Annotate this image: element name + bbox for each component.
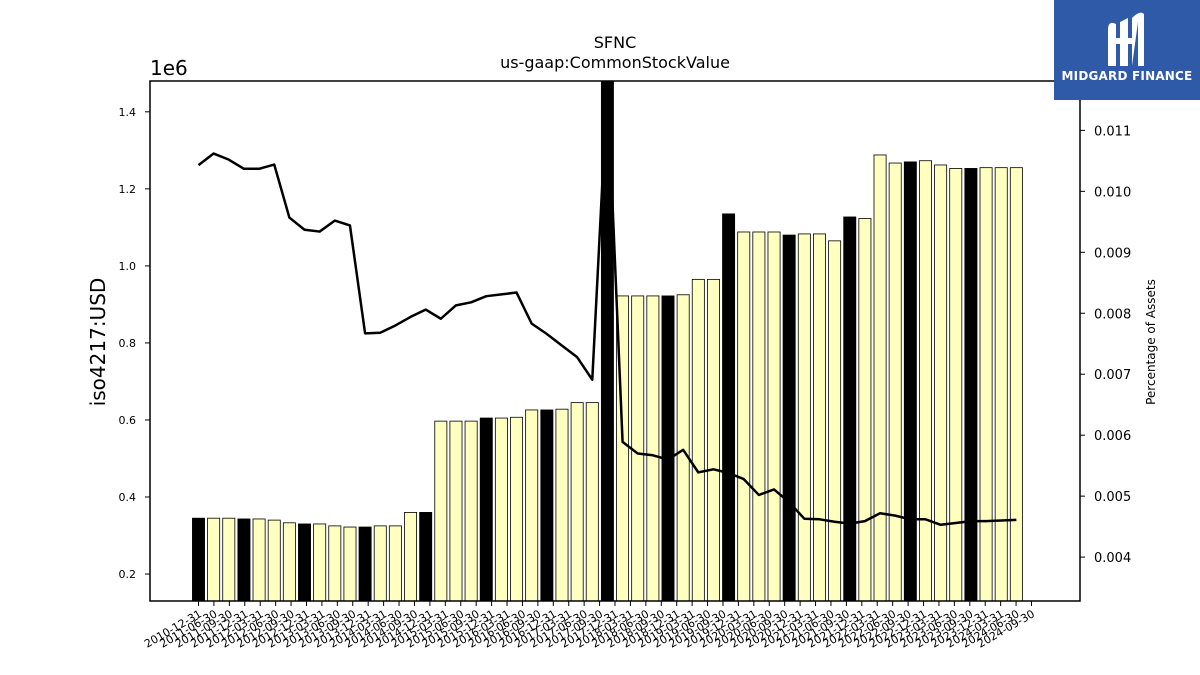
bar — [949, 168, 963, 602]
bar — [404, 512, 418, 602]
y2-axis: 0.004 0.005 0.006 0.007 0.008 0.009 0.010 0.011 — [1080, 124, 1131, 566]
y2-tick-label: 0.006 — [1094, 429, 1131, 444]
bar — [540, 409, 554, 602]
bar — [737, 231, 751, 602]
bar — [858, 218, 872, 602]
bar — [676, 294, 690, 602]
bar — [934, 164, 948, 602]
bar — [843, 216, 857, 602]
y-axis-label: iso4217:USD — [86, 278, 110, 407]
bar — [979, 167, 993, 602]
y2-axis-label: Percentage of Assets — [1144, 279, 1158, 405]
y-tick-label: 0.4 — [119, 491, 137, 504]
y-tick-label: 0.6 — [119, 414, 137, 427]
bar — [298, 523, 311, 602]
bar — [903, 161, 917, 602]
bar — [767, 231, 781, 602]
bar — [419, 512, 433, 602]
bar — [207, 517, 221, 602]
chart-title: SFNC — [594, 33, 637, 52]
bar — [222, 517, 236, 602]
y-tick-label: 0.8 — [119, 337, 137, 350]
line-group — [197, 82, 1017, 527]
bar — [555, 408, 569, 602]
y2-tick-label: 0.007 — [1094, 368, 1131, 383]
y2-tick-label: 0.010 — [1094, 185, 1131, 200]
y2-tick-label: 0.009 — [1094, 246, 1131, 261]
logo-text: MIDGARD FINANCE — [1061, 69, 1193, 83]
bar — [828, 240, 842, 602]
bar — [237, 518, 251, 602]
bar — [1009, 167, 1023, 602]
bar — [252, 518, 266, 602]
bar — [661, 295, 675, 602]
midgard-logo-icon — [1108, 12, 1144, 67]
x-axis: 2010-12-312011-06-302011-09-302011-12-31… — [142, 601, 1037, 651]
y2-tick-label: 0.005 — [1094, 490, 1131, 505]
bar — [343, 526, 357, 602]
bar — [358, 526, 372, 602]
bar — [388, 525, 402, 602]
y2-tick-label: 0.008 — [1094, 307, 1131, 322]
bar — [813, 233, 826, 602]
y-tick-label: 0.2 — [119, 568, 137, 581]
bar — [919, 160, 932, 602]
bar — [888, 162, 902, 602]
bar-group — [192, 80, 1023, 602]
bar — [706, 278, 720, 602]
bar — [994, 167, 1008, 602]
brand-logo: MIDGARD FINANCE — [1054, 0, 1200, 100]
bar — [464, 420, 478, 602]
y-tick-label: 1.4 — [119, 106, 137, 119]
bar — [328, 525, 342, 602]
chart-subtitle: us-gaap:CommonStockValue — [500, 53, 730, 72]
bar — [494, 417, 508, 602]
y2-tick-label: 0.004 — [1094, 551, 1131, 566]
bar — [525, 409, 539, 602]
bar — [373, 525, 387, 602]
series-line — [197, 82, 1017, 527]
bar — [282, 522, 296, 602]
bar — [646, 295, 660, 602]
bar — [192, 517, 205, 602]
y-tick-label: 1.0 — [119, 260, 137, 273]
bar — [722, 213, 736, 602]
bar — [313, 523, 327, 602]
bar — [752, 231, 766, 602]
y-tick-label: 1.2 — [119, 183, 137, 196]
bar — [964, 168, 978, 602]
bar — [873, 154, 887, 602]
y-axis: 0.2 0.4 0.6 0.8 1.0 1.2 1.4 — [119, 106, 150, 581]
plot-frame — [149, 80, 1081, 602]
bar — [631, 295, 645, 602]
bar — [434, 420, 448, 602]
bar — [585, 402, 599, 602]
bar — [691, 278, 705, 602]
bar — [510, 416, 524, 602]
bar — [479, 417, 493, 602]
y2-tick-label: 0.011 — [1094, 124, 1131, 139]
bar — [267, 519, 281, 602]
bar — [570, 402, 584, 602]
bar — [782, 234, 796, 602]
bar — [797, 233, 811, 602]
bar — [449, 420, 463, 602]
y-scale-label: 1e6 — [150, 56, 188, 80]
